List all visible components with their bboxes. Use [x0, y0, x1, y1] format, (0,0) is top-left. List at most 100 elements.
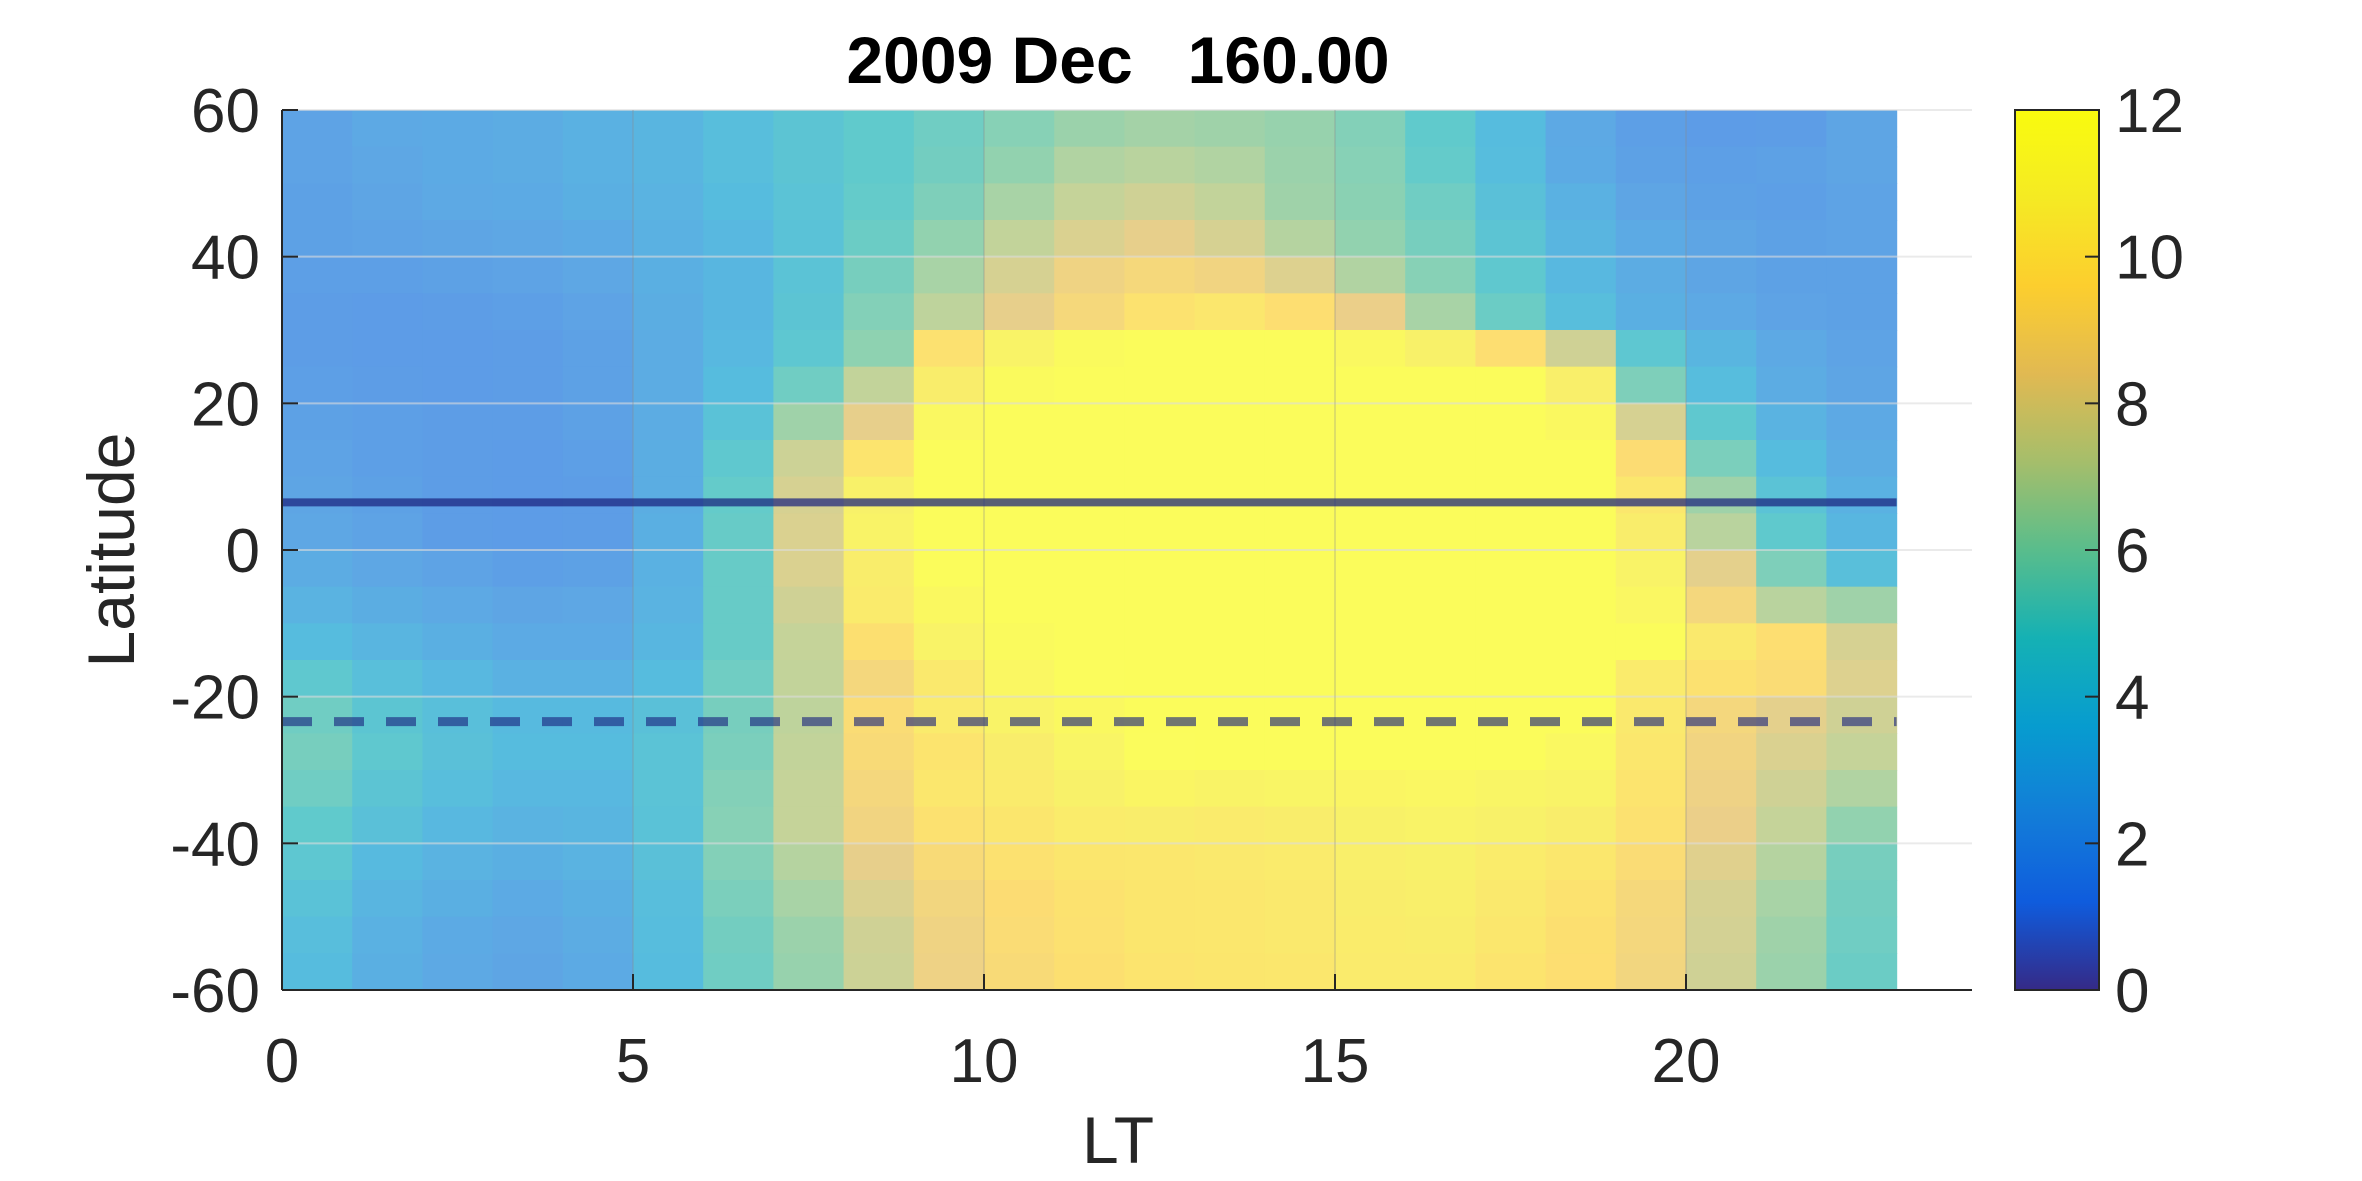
heatmap-cell [1756, 183, 1827, 221]
heatmap-cell [492, 366, 564, 404]
heatmap-cell [282, 476, 353, 514]
heatmap-cell [984, 660, 1055, 698]
heatmap-cell [913, 623, 985, 661]
heatmap-cell [1054, 660, 1125, 698]
heatmap-cell [352, 623, 423, 661]
heatmap-cell [1194, 660, 1266, 698]
heatmap-cell [843, 183, 915, 221]
heatmap-cell [1475, 770, 1547, 808]
heatmap-cell [1475, 366, 1547, 404]
heatmap-cell [1054, 586, 1125, 624]
heatmap-cell [1826, 880, 1898, 918]
heatmap-cell [1264, 953, 1336, 991]
heatmap-cell [352, 696, 423, 734]
heatmap-cell [1826, 586, 1898, 624]
heatmap-cell [984, 256, 1055, 294]
heatmap-cell [1335, 660, 1406, 698]
heatmap-cell [1756, 770, 1827, 808]
heatmap-cell [1615, 366, 1687, 404]
heatmap-cell [984, 513, 1055, 551]
heatmap-cell [984, 403, 1055, 441]
heatmap-cell [422, 550, 494, 588]
heatmap-cell [1615, 256, 1687, 294]
heatmap-cell [1826, 660, 1898, 698]
heatmap-cell [773, 770, 845, 808]
heatmap-cell [773, 806, 845, 844]
heatmap-cell [1054, 366, 1125, 404]
heatmap-cell [633, 440, 704, 478]
heatmap-cell [492, 476, 564, 514]
heatmap-cell [1335, 220, 1406, 258]
heatmap-cell [352, 770, 423, 808]
heatmap-cell [633, 623, 704, 661]
heatmap-cell [773, 256, 845, 294]
heatmap-cell [1264, 366, 1336, 404]
heatmap-cell [1264, 806, 1336, 844]
heatmap-cell [1335, 146, 1406, 184]
heatmap-cell [843, 440, 915, 478]
heatmap-cell [1475, 916, 1547, 954]
heatmap-cell [1615, 293, 1687, 331]
heatmap-cell [562, 586, 634, 624]
heatmap-cell [843, 880, 915, 918]
heatmap-cell [282, 440, 353, 478]
heatmap-cell [352, 183, 423, 221]
heatmap-cell [843, 806, 915, 844]
heatmap-cell [773, 550, 845, 588]
heatmap-cell [1124, 623, 1196, 661]
heatmap-cell [984, 843, 1055, 881]
heatmap-cell [562, 256, 634, 294]
heatmap-cell [1335, 843, 1406, 881]
heatmap-cell [843, 696, 915, 734]
heatmap-cell [1615, 916, 1687, 954]
heatmap-cell [1475, 586, 1547, 624]
heatmap-cell [703, 623, 774, 661]
heatmap-cell [1124, 733, 1196, 771]
heatmap-cell [984, 146, 1055, 184]
heatmap-cell [562, 513, 634, 551]
heatmap-cell [1826, 733, 1898, 771]
heatmap-cell [1826, 440, 1898, 478]
heatmap-cell [1826, 916, 1898, 954]
heatmap-cell [1054, 440, 1125, 478]
heatmap-cell [1545, 366, 1617, 404]
heatmap-cell [1054, 183, 1125, 221]
heatmap-cell [1826, 220, 1898, 258]
heatmap-cell [352, 476, 423, 514]
heatmap-cell [1686, 440, 1757, 478]
heatmap-cell [562, 110, 634, 148]
x-tick-label: 20 [1652, 1027, 1721, 1096]
heatmap-cell [1615, 440, 1687, 478]
heatmap-cell [1826, 110, 1898, 148]
heatmap-cell [352, 513, 423, 551]
heatmap-cell [422, 916, 494, 954]
heatmap-cell [1405, 403, 1476, 441]
heatmap-cell [773, 293, 845, 331]
heatmap-cell [703, 953, 774, 991]
x-tick-labels: 0 5 10 15 20 [265, 1027, 1721, 1096]
heatmap-cell [1124, 366, 1196, 404]
heatmap-cell [703, 293, 774, 331]
heatmap-cell [1054, 953, 1125, 991]
heatmap-cell [1054, 146, 1125, 184]
heatmap-cell [352, 586, 423, 624]
heatmap-cell [1405, 916, 1476, 954]
heatmap-cell [773, 366, 845, 404]
colorbar-tick-label: 6 [2115, 517, 2149, 586]
heatmap-cell [352, 806, 423, 844]
heatmap-cell [1475, 183, 1547, 221]
heatmap-cell [1405, 440, 1476, 478]
heatmap-cell [1264, 183, 1336, 221]
heatmap-cell [422, 110, 494, 148]
heatmap-cell [773, 146, 845, 184]
heatmap-cell [492, 696, 564, 734]
heatmap-cell [492, 403, 564, 441]
heatmap-cell [843, 476, 915, 514]
heatmap-cell [1615, 806, 1687, 844]
heatmap-cell [1124, 440, 1196, 478]
heatmap-cell [1756, 953, 1827, 991]
heatmap-cell [703, 550, 774, 588]
heatmap-cell [1756, 476, 1827, 514]
heatmap-cell [1054, 110, 1125, 148]
